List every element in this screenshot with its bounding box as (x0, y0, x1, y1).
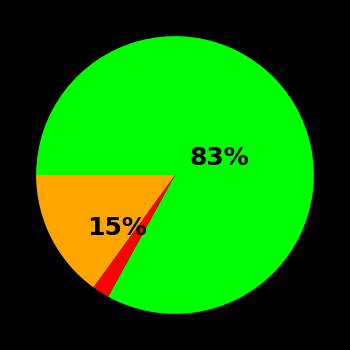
Wedge shape (36, 175, 175, 287)
Wedge shape (36, 36, 314, 314)
Wedge shape (93, 175, 175, 297)
Text: 15%: 15% (87, 216, 147, 240)
Text: 83%: 83% (190, 146, 249, 170)
